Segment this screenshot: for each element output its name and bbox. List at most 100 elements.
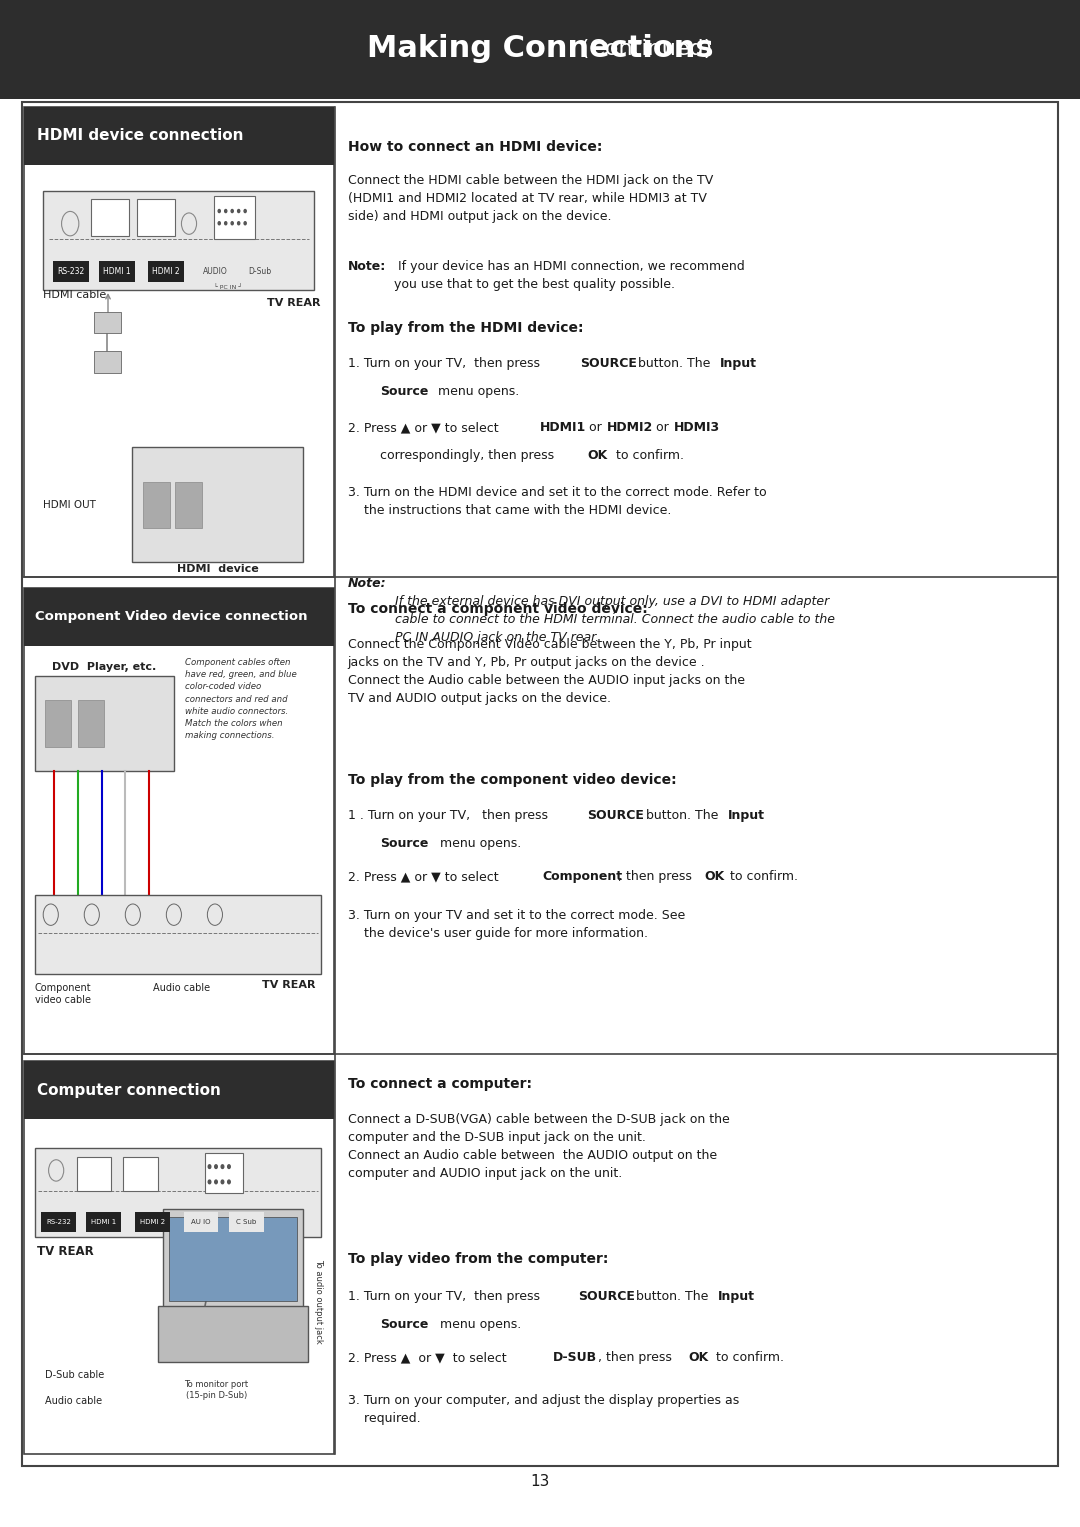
FancyBboxPatch shape [99,261,135,282]
Text: RS-232: RS-232 [45,1220,71,1225]
Text: TV REAR: TV REAR [261,980,315,991]
Text: Making Connections: Making Connections [367,35,713,63]
Text: 1. Turn on your TV,  then press: 1. Turn on your TV, then press [348,357,543,371]
Text: Note:: Note: [348,577,387,591]
Text: HDMI 1: HDMI 1 [91,1220,117,1225]
Circle shape [231,209,233,212]
Text: Input: Input [718,1290,755,1304]
Text: Computer connection: Computer connection [37,1083,220,1098]
FancyBboxPatch shape [78,699,104,748]
FancyBboxPatch shape [24,588,334,646]
Text: DVD  Player, etc.: DVD Player, etc. [52,661,157,672]
Text: HDMI3: HDMI3 [674,421,720,435]
Text: 1. Turn on your TV,  then press: 1. Turn on your TV, then press [348,1290,543,1304]
FancyBboxPatch shape [24,107,334,165]
Text: To monitor port
(15-pin D-Sub): To monitor port (15-pin D-Sub) [185,1380,248,1400]
Circle shape [218,209,220,212]
Circle shape [228,1180,230,1183]
FancyBboxPatch shape [24,1061,334,1454]
Text: To connect a component video device:: To connect a component video device: [348,602,648,615]
Text: , then press: , then press [598,1351,676,1365]
Text: 13: 13 [530,1474,550,1489]
Text: to confirm.: to confirm. [612,449,685,463]
Text: 2. Press ▲  or ▼  to select: 2. Press ▲ or ▼ to select [348,1351,511,1365]
Text: Component Video device connection: Component Video device connection [35,611,307,623]
FancyBboxPatch shape [35,1148,321,1237]
Text: Component cables often
have red, green, and blue
color-coded video
connectors an: Component cables often have red, green, … [185,658,297,741]
Text: D-Sub: D-Sub [248,267,271,276]
FancyBboxPatch shape [132,447,302,562]
Text: , then press: , then press [618,870,696,884]
Text: └ PC IN ┘: └ PC IN ┘ [214,284,242,290]
FancyBboxPatch shape [43,191,314,290]
Text: or: or [585,421,606,435]
Text: If the external device has DVI output only, use a DVI to HDMI adapter
cable to c: If the external device has DVI output on… [395,577,835,644]
FancyBboxPatch shape [135,1212,170,1232]
Text: SOURCE: SOURCE [578,1290,635,1304]
Text: HDMI  device: HDMI device [177,563,258,574]
Text: To connect a computer:: To connect a computer: [348,1077,531,1090]
FancyBboxPatch shape [94,351,121,373]
FancyBboxPatch shape [184,1212,218,1232]
Circle shape [231,221,233,224]
Text: 3. Turn on your computer, and adjust the display properties as
    required.: 3. Turn on your computer, and adjust the… [348,1394,739,1425]
Text: SOURCE: SOURCE [588,809,645,823]
Text: HDMI 2: HDMI 2 [152,267,179,276]
Circle shape [225,209,227,212]
Text: Component: Component [542,870,622,884]
Circle shape [221,1180,224,1183]
Circle shape [225,221,227,224]
Text: (Continued): (Continued) [367,38,713,60]
Text: menu opens.: menu opens. [436,837,522,851]
FancyBboxPatch shape [123,1157,158,1191]
FancyBboxPatch shape [91,200,129,237]
Circle shape [228,1165,230,1168]
FancyBboxPatch shape [86,1212,121,1232]
Text: 3. Turn on the HDMI device and set it to the correct mode. Refer to
    the inst: 3. Turn on the HDMI device and set it to… [348,486,767,516]
Circle shape [244,221,246,224]
FancyBboxPatch shape [94,312,121,333]
Text: or: or [652,421,673,435]
Circle shape [244,209,246,212]
FancyBboxPatch shape [0,0,1080,99]
Text: Source: Source [380,1318,429,1332]
Text: D-Sub cable: D-Sub cable [45,1370,105,1380]
Text: menu opens.: menu opens. [436,1318,522,1332]
Text: Note:: Note: [348,260,386,273]
Circle shape [221,1165,224,1168]
Circle shape [215,1165,217,1168]
Text: D-SUB: D-SUB [553,1351,597,1365]
FancyBboxPatch shape [77,1157,111,1191]
Text: to confirm.: to confirm. [712,1351,784,1365]
Text: To play from the HDMI device:: To play from the HDMI device: [348,321,583,334]
FancyBboxPatch shape [158,1306,308,1362]
Text: Audio cable: Audio cable [45,1396,103,1406]
Text: Source: Source [380,837,429,851]
Text: 3. Turn on your TV and set it to the correct mode. See
    the device's user gui: 3. Turn on your TV and set it to the cor… [348,909,685,939]
Text: RS-232: RS-232 [57,267,84,276]
Text: HDMI1: HDMI1 [540,421,586,435]
Circle shape [238,209,240,212]
Text: 1 . Turn on your TV,   then press: 1 . Turn on your TV, then press [348,809,552,823]
Text: Connect the Component Video cable between the Y, Pb, Pr input
jacks on the TV an: Connect the Component Video cable betwee… [348,638,752,705]
Text: AU IO: AU IO [191,1220,211,1225]
Text: HDMI device connection: HDMI device connection [37,128,243,144]
Circle shape [208,1180,211,1183]
Text: HDMI OUT: HDMI OUT [43,499,96,510]
Text: 2. Press ▲ or ▼ to select: 2. Press ▲ or ▼ to select [348,870,502,884]
FancyBboxPatch shape [24,107,334,577]
FancyArrowPatch shape [106,295,110,325]
Text: To audio output jack: To audio output jack [314,1258,323,1344]
Text: To play from the component video device:: To play from the component video device: [348,773,676,786]
Text: HDMI cable: HDMI cable [43,290,107,299]
Text: button. The: button. The [634,357,714,371]
Text: Input: Input [720,357,757,371]
Text: Audio cable: Audio cable [153,983,211,994]
FancyBboxPatch shape [214,195,255,238]
FancyBboxPatch shape [205,1153,243,1193]
FancyBboxPatch shape [148,261,184,282]
Text: 2. Press ▲ or ▼ to select: 2. Press ▲ or ▼ to select [348,421,502,435]
Circle shape [208,1165,211,1168]
Text: to confirm.: to confirm. [726,870,798,884]
Text: TV REAR: TV REAR [37,1245,94,1258]
